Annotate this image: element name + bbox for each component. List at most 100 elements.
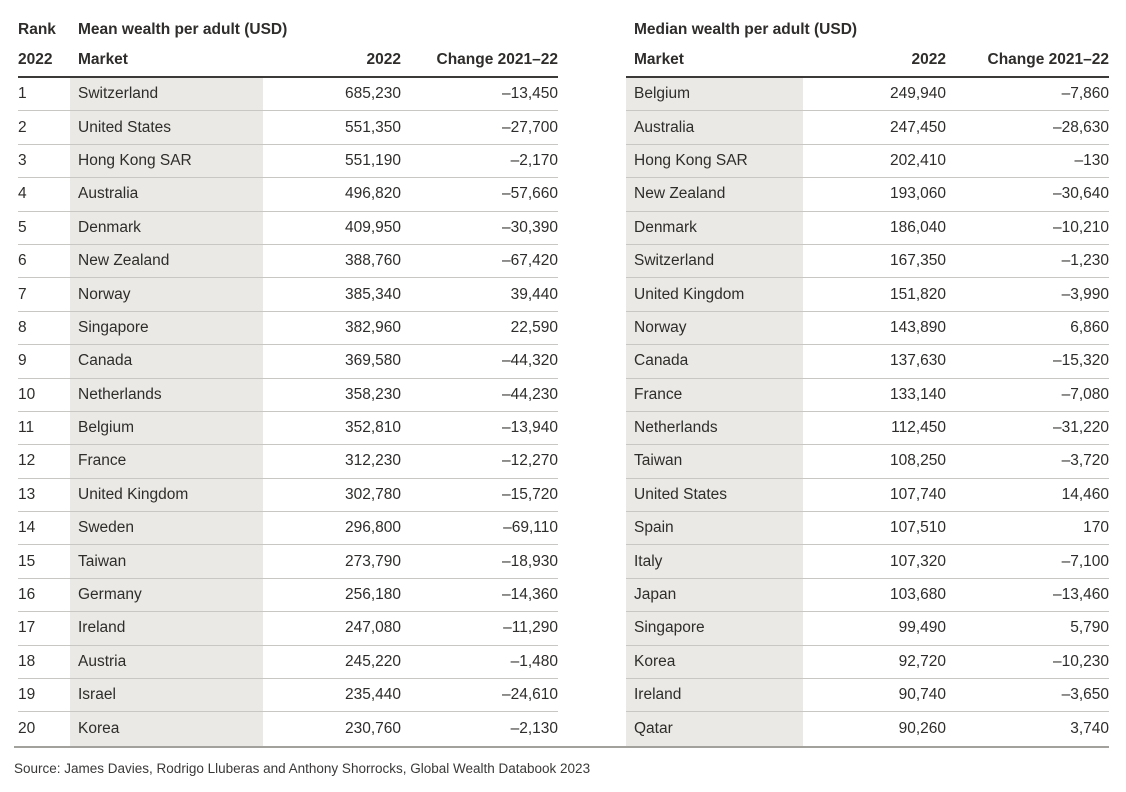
market-cell: Denmark (626, 211, 803, 244)
table-row: Norway 143,890 6,860 (626, 311, 1109, 346)
change-cell: –130 (1074, 151, 1109, 169)
change-cell: –24,610 (501, 686, 558, 704)
value-2022-cell: 312,230 (344, 452, 401, 470)
market-cell: Israel (70, 679, 263, 712)
table-row: Japan 103,680 –13,460 (626, 578, 1109, 613)
market-cell: Japan (626, 578, 803, 612)
rank-cell: 9 (18, 352, 27, 370)
median-table-rows: Belgium 249,940 –7,860 Australia 247,450… (626, 78, 1109, 746)
change-cell: –44,320 (501, 352, 558, 370)
change-cell: –69,110 (503, 519, 558, 537)
table-row: 16 Germany 256,180 –14,360 (18, 578, 558, 613)
market-cell: Netherlands (70, 378, 263, 411)
value-2022-cell: 103,680 (889, 586, 946, 604)
value-2022-cell: 685,230 (344, 85, 401, 103)
market-cell: Taiwan (70, 545, 263, 578)
change-cell: –13,460 (1052, 586, 1109, 604)
table-row: Canada 137,630 –15,320 (626, 345, 1109, 379)
value-2022-cell: 409,950 (344, 218, 401, 236)
rank-cell: 18 (18, 652, 36, 670)
table-row: Belgium 249,940 –7,860 (626, 78, 1109, 112)
change-cell: 22,590 (510, 318, 558, 336)
rank-cell: 8 (18, 318, 27, 336)
value-2022-cell: 108,250 (889, 452, 946, 470)
change-cell: –1,230 (1061, 252, 1109, 270)
change-cell: –2,130 (510, 720, 558, 738)
market-cell: Belgium (626, 78, 803, 111)
table-row: 7 Norway 385,340 39,440 (18, 278, 558, 312)
market-cell: United Kingdom (626, 278, 803, 311)
change-cell: –57,660 (501, 185, 558, 203)
table-row: 8 Singapore 382,960 22,590 (18, 311, 558, 346)
change-cell: –10,230 (1052, 652, 1109, 670)
market-cell: Sweden (70, 512, 263, 545)
value-2022-cell: 256,180 (344, 586, 401, 604)
market-cell: Denmark (70, 211, 263, 244)
value-2022-cell: 186,040 (889, 218, 946, 236)
market-cell: Spain (626, 512, 803, 545)
market-column-header: Market (634, 51, 684, 68)
market-cell: Ireland (70, 612, 263, 645)
table-row: Qatar 90,260 3,740 (626, 712, 1109, 746)
table-row: Hong Kong SAR 202,410 –130 (626, 144, 1109, 179)
table-row: Switzerland 167,350 –1,230 (626, 244, 1109, 279)
mean-table-title: Mean wealth per adult (USD) (78, 21, 288, 38)
table-row: United States 107,740 14,460 (626, 478, 1109, 513)
change-cell: 6,860 (1070, 318, 1109, 336)
rank-cell: 2 (18, 118, 27, 136)
value-2022-cell: 247,080 (344, 619, 401, 637)
year-column-header: 2022 (911, 51, 946, 68)
value-2022-cell: 382,960 (344, 318, 401, 336)
market-cell: Australia (626, 111, 803, 144)
change-cell: 170 (1083, 519, 1109, 537)
rank-cell: 11 (18, 419, 35, 437)
value-2022-cell: 369,580 (344, 352, 401, 370)
table-row: 14 Sweden 296,800 –69,110 (18, 512, 558, 546)
market-cell: Italy (626, 545, 803, 578)
market-cell: Korea (626, 645, 803, 679)
rank-cell: 16 (18, 586, 36, 604)
value-2022-cell: 388,760 (344, 252, 401, 270)
rank-cell: 1 (18, 85, 27, 103)
market-cell: Netherlands (626, 411, 803, 445)
value-2022-cell: 352,810 (344, 419, 401, 437)
source-note: Source: James Davies, Rodrigo Lluberas a… (14, 761, 591, 776)
median-table-header-row: Market 2022 Change 2021–22 (626, 51, 1109, 69)
change-cell: –1,480 (510, 652, 558, 670)
value-2022-cell: 551,350 (344, 118, 401, 136)
table-row: Denmark 186,040 –10,210 (626, 211, 1109, 245)
table-row: 2 United States 551,350 –27,700 (18, 111, 558, 145)
value-2022-cell: 249,940 (889, 85, 946, 103)
rank-cell: 14 (18, 519, 36, 537)
market-cell: Singapore (626, 612, 803, 645)
table-row: France 133,140 –7,080 (626, 378, 1109, 412)
market-cell: Hong Kong SAR (626, 144, 803, 178)
value-2022-cell: 107,510 (889, 519, 946, 537)
median-table-title-row: Median wealth per adult (USD) (626, 21, 1109, 39)
market-cell: Austria (70, 645, 263, 679)
table-row: 10 Netherlands 358,230 –44,230 (18, 378, 558, 412)
value-2022-cell: 90,260 (898, 720, 946, 738)
value-2022-cell: 167,350 (889, 252, 946, 270)
table-row: 18 Austria 245,220 –1,480 (18, 645, 558, 680)
table-row: 12 France 312,230 –12,270 (18, 445, 558, 479)
market-cell: United Kingdom (70, 478, 263, 512)
change-cell: –10,210 (1052, 218, 1109, 236)
market-cell: New Zealand (70, 244, 263, 278)
table-row: Taiwan 108,250 –3,720 (626, 445, 1109, 479)
change-cell: –30,390 (501, 218, 558, 236)
market-cell: Switzerland (626, 244, 803, 278)
market-cell: France (626, 378, 803, 411)
table-row: 17 Ireland 247,080 –11,290 (18, 612, 558, 646)
change-column-header: Change 2021–22 (436, 51, 559, 68)
market-cell: Norway (626, 311, 803, 345)
median-table-title: Median wealth per adult (USD) (634, 21, 858, 38)
table-row: 19 Israel 235,440 –24,610 (18, 679, 558, 713)
table-row: New Zealand 193,060 –30,640 (626, 178, 1109, 212)
value-2022-cell: 90,740 (898, 686, 946, 704)
market-cell: Australia (70, 178, 263, 211)
change-cell: –13,450 (501, 85, 558, 103)
value-2022-cell: 107,320 (889, 552, 946, 570)
rank-cell: 17 (18, 619, 36, 637)
rank-cell: 6 (18, 252, 27, 270)
